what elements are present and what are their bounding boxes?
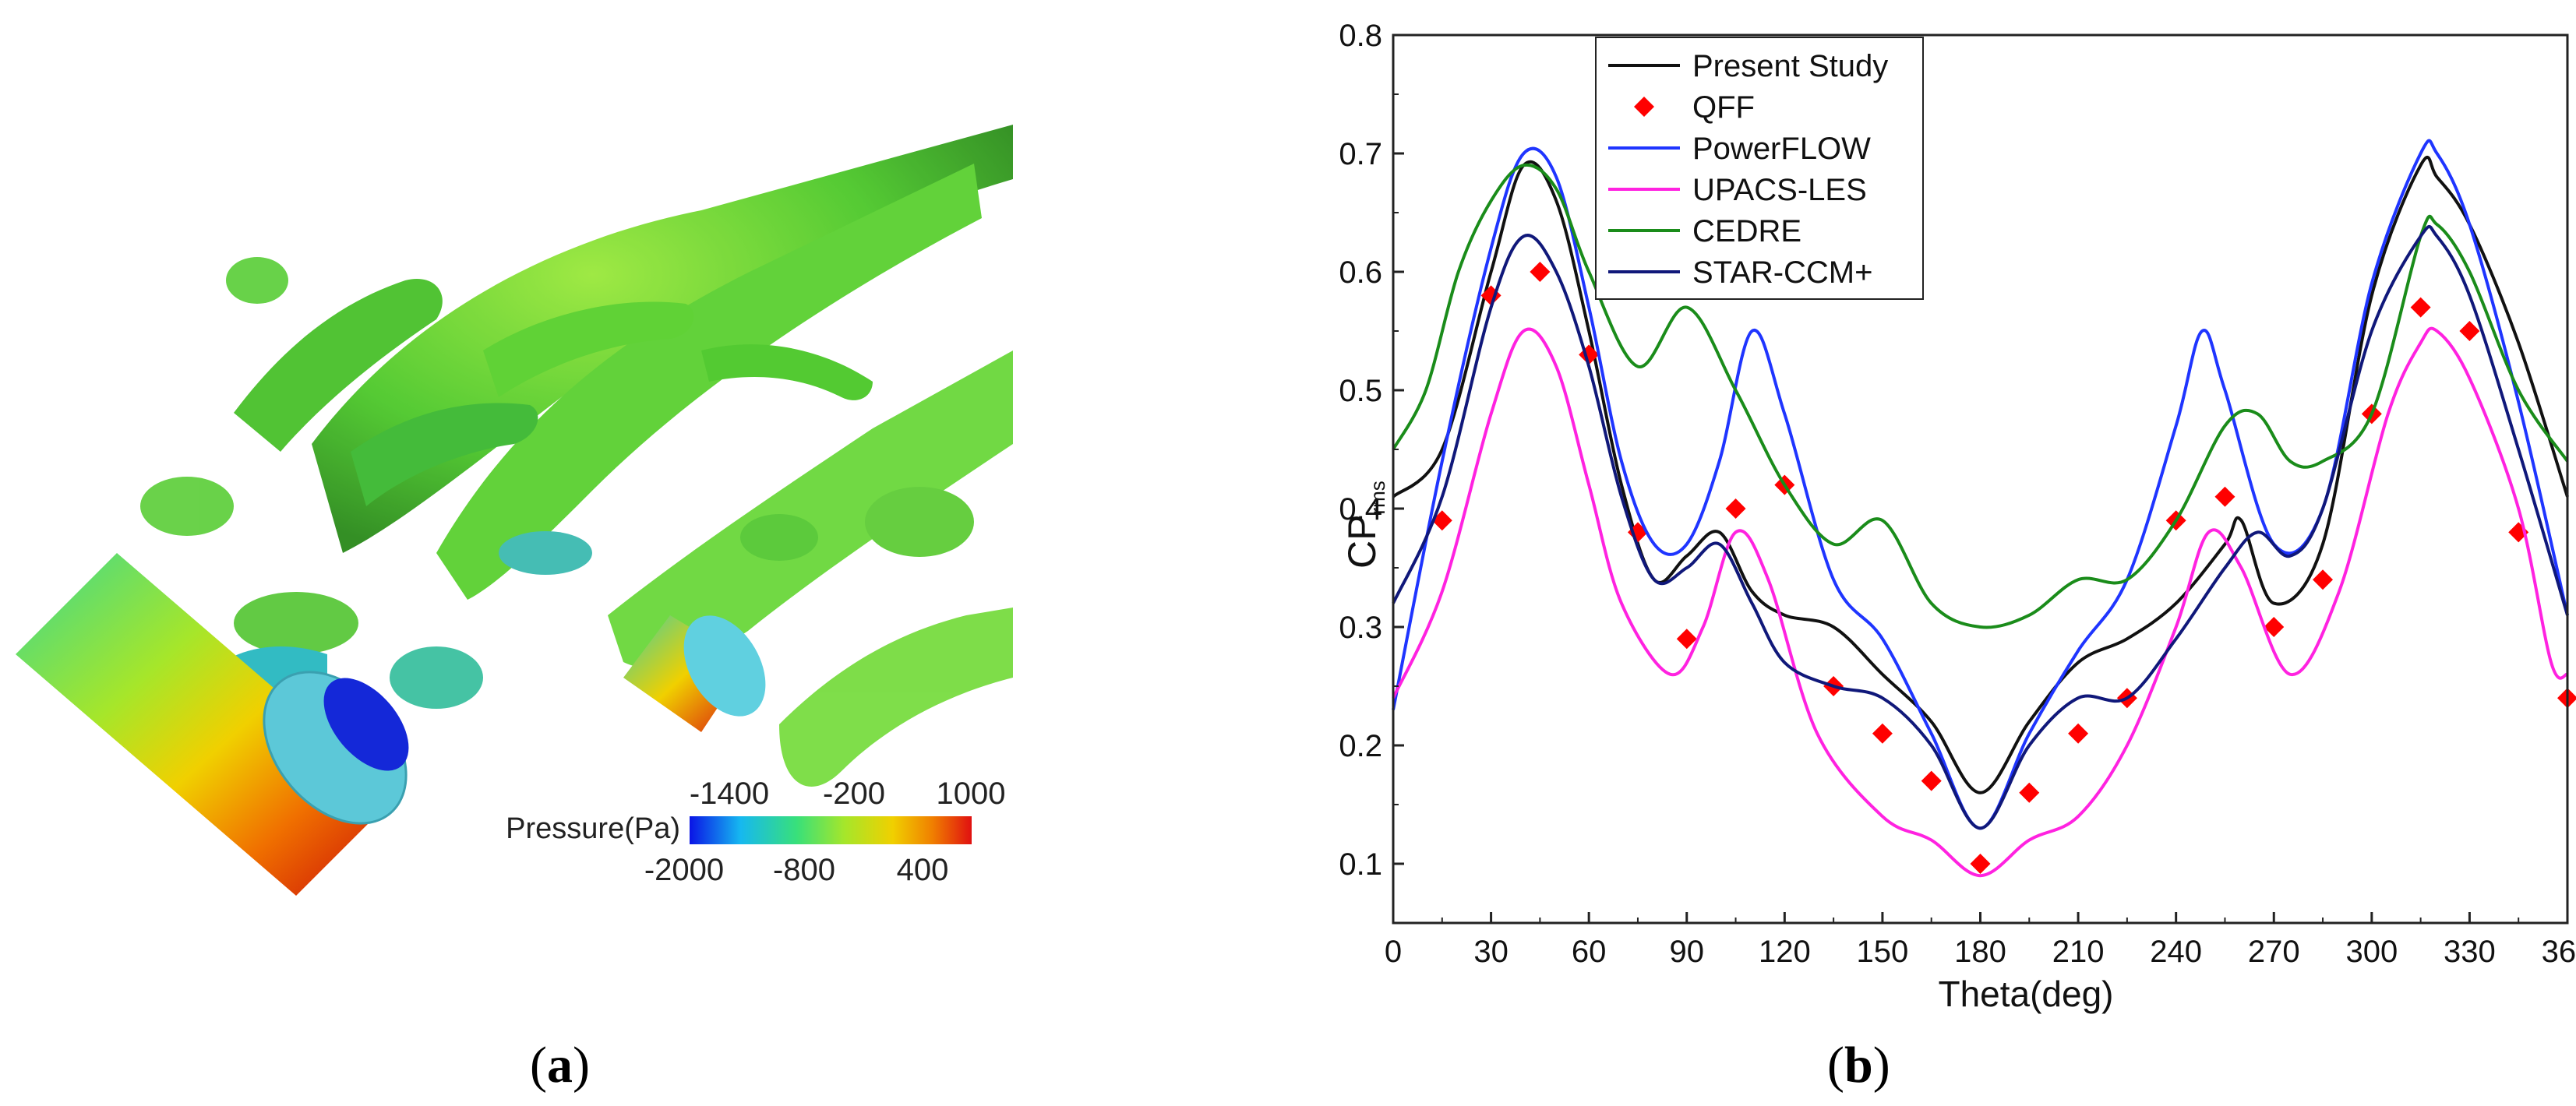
legend-swatch-qff	[1634, 97, 1654, 117]
caption-a: (a)	[530, 1037, 590, 1094]
qff-point	[2508, 522, 2529, 543]
caption-b: (b)	[1827, 1037, 1890, 1094]
x-tick-label: 270	[2248, 935, 2300, 969]
x-tick-label: 30	[1473, 935, 1509, 969]
series-line-cedre	[1392, 163, 2569, 629]
qff-point	[1872, 723, 1893, 744]
x-tick-label: 0	[1385, 935, 1402, 969]
legend-box	[1595, 37, 1924, 300]
y-tick-label: 0.1	[1339, 847, 1382, 882]
colorbar-label: Pressure(Pa)	[506, 812, 680, 845]
rear-cylinder	[623, 615, 766, 732]
x-tick-label: 90	[1670, 935, 1705, 969]
y-tick-label: 0.3	[1339, 611, 1382, 645]
x-tick-label: 60	[1572, 935, 1607, 969]
y-axis-label-main: CP	[1340, 515, 1384, 569]
series-line-star-ccm	[1392, 225, 2569, 830]
series-line-present-study	[1392, 156, 2569, 794]
qff-point	[2068, 723, 2089, 744]
qff-point	[2410, 297, 2431, 318]
caption-b-letter: b	[1844, 1037, 1873, 1094]
y-tick-label: 0.6	[1339, 255, 1382, 290]
front-cylinder	[16, 553, 409, 896]
y-tick-label: 0.2	[1339, 729, 1382, 763]
x-tick-label: 120	[1759, 935, 1811, 969]
legend-label-cedre: CEDRE	[1692, 214, 1801, 248]
qff-point	[2264, 617, 2285, 637]
y-tick-label: 0.7	[1339, 137, 1382, 171]
x-axis-label: Theta(deg)	[1938, 974, 2113, 1014]
legend-label-qff: QFF	[1692, 90, 1755, 125]
colorbar-bottom-tick-3: 400	[897, 853, 949, 887]
flow-visualization-panel: Pressure(Pa) -1400 -200 1000 -2000 -800 …	[0, 117, 1029, 896]
x-tick-label: 360	[2542, 935, 2576, 969]
x-tick-label: 210	[2052, 935, 2105, 969]
qff-point	[2313, 569, 2334, 590]
y-tick-label: 0.5	[1339, 374, 1382, 408]
qff-point	[1431, 510, 1452, 531]
y-axis-label-sub: rms	[1366, 481, 1389, 514]
x-tick-label: 180	[1954, 935, 2006, 969]
cp-rms-chart: 0 30 60 90 120 150 180 210 240 270 300 330 360 0.1 0.2…	[1339, 19, 2576, 1014]
x-tick-label: 240	[2150, 935, 2202, 969]
chart-legend: Present Study QFF PowerFLOW UPACS-LES CEDRE S…	[1595, 37, 1924, 300]
qff-point	[2459, 321, 2480, 341]
x-tick-label: 330	[2444, 935, 2496, 969]
cp-rms-chart-panel: 0 30 60 90 120 150 180 210 240 270 300 330 360 0.1 0.2…	[1216, 0, 2576, 1036]
legend-label-star-ccm: STAR-CCM+	[1692, 255, 1872, 290]
qff-point	[1970, 854, 1991, 874]
legend-label-upacs-les: UPACS-LES	[1692, 173, 1867, 207]
plot-frame	[1392, 33, 2569, 925]
qff-point	[2019, 782, 2040, 803]
legend-label-present-study: Present Study	[1692, 49, 1888, 83]
y-tick-label: 0.8	[1339, 19, 1382, 53]
qff-point	[1725, 498, 1746, 519]
x-tick-label: 300	[2345, 935, 2398, 969]
qff-point	[1921, 770, 1942, 791]
series-line-upacs-les	[1392, 326, 2569, 878]
legend-label-powerflow: PowerFLOW	[1692, 132, 1871, 166]
qff-point	[2214, 486, 2235, 507]
qff-point	[1676, 629, 1697, 650]
colorbar-top-tick-3: 1000	[937, 777, 1006, 811]
y-axis-label: CPrms	[1340, 481, 1389, 569]
x-tick-label: 150	[1857, 935, 1909, 969]
colorbar-bottom-tick-2: -800	[773, 853, 835, 887]
pressure-colorbar: Pressure(Pa) -1400 -200 1000 -2000 -800 …	[506, 777, 1005, 887]
colorbar-top-tick-2: -200	[823, 777, 885, 811]
colorbar-top-tick-1: -1400	[690, 777, 769, 811]
qff-point	[1530, 262, 1551, 282]
caption-a-letter: a	[546, 1037, 573, 1094]
vortex-isosurface-image: Pressure(Pa) -1400 -200 1000 -2000 -800 …	[16, 125, 1013, 896]
colorbar-bottom-tick-1: -2000	[644, 853, 724, 887]
y-tick-label: 0.4	[1339, 492, 1382, 527]
qff-point	[1480, 285, 1501, 306]
